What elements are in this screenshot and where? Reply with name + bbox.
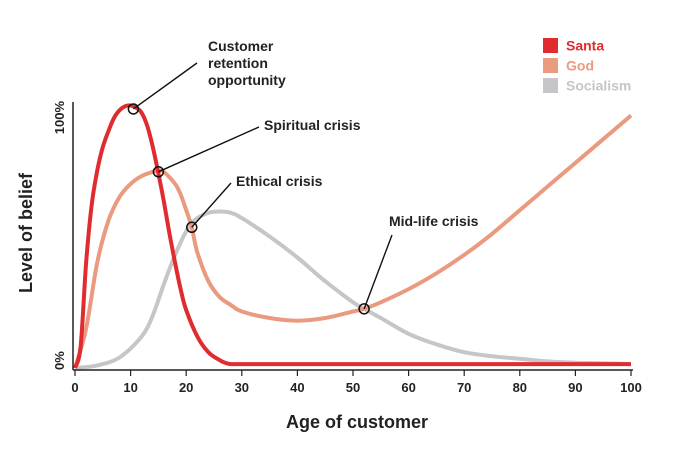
annotation-text-line: Spiritual crisis bbox=[264, 117, 361, 133]
legend-swatch-god bbox=[543, 58, 558, 73]
series-line-socialism bbox=[74, 209, 632, 370]
axis-layer bbox=[72, 102, 633, 371]
annotation-leader-line bbox=[363, 234, 393, 310]
series-line-santa bbox=[73, 103, 631, 369]
y-tick-label: 100% bbox=[52, 101, 67, 135]
x-axis-title: Age of customer bbox=[286, 412, 428, 432]
y-axis-title: Level of belief bbox=[16, 172, 36, 293]
y-tick-label: 0% bbox=[52, 351, 67, 370]
annotation-leader-line bbox=[158, 126, 260, 173]
annotation-spiritual-crisis: Spiritual crisis bbox=[264, 117, 361, 133]
annotation-marker bbox=[186, 221, 198, 234]
annotation-text-line: Mid-life crisis bbox=[389, 213, 479, 229]
annotation-layer: Customer retention opportunity Spiritual cr… bbox=[127, 38, 479, 315]
x-tick-label: 80 bbox=[513, 380, 527, 395]
x-tick-label: 50 bbox=[346, 380, 360, 395]
annotation-mid-life-crisis: Mid-life crisis bbox=[389, 213, 479, 229]
annotation-leader-line bbox=[191, 182, 232, 228]
legend-label-santa: Santa bbox=[566, 38, 604, 54]
series-line-god bbox=[73, 113, 633, 369]
annotation-ethical-crisis: Ethical crisis bbox=[236, 173, 323, 189]
annotation-marker bbox=[358, 303, 370, 315]
legend-label-god: God bbox=[566, 58, 594, 74]
x-tick-label: 100 bbox=[620, 380, 642, 395]
annotation-text-line: Ethical crisis bbox=[236, 173, 323, 189]
x-tick-label: 40 bbox=[290, 380, 304, 395]
annotation-text-line: retention bbox=[208, 55, 268, 71]
x-tick-label: 30 bbox=[235, 380, 249, 395]
annotation-customer: Customer retention opportunity bbox=[208, 38, 286, 88]
annotation-text-line: Customer bbox=[208, 38, 274, 54]
tick-layer: 0 10 20 30 40 50 60 70 80 90 100 0% 100% bbox=[52, 101, 642, 395]
legend-swatch-santa bbox=[543, 38, 558, 53]
annotation-marker bbox=[127, 103, 140, 115]
x-tick-label: 60 bbox=[401, 380, 415, 395]
legend-swatch-socialism bbox=[543, 78, 558, 93]
annotation-marker bbox=[152, 166, 165, 178]
annotation-text-line: opportunity bbox=[208, 72, 286, 88]
legend: Santa God Socialism bbox=[543, 38, 631, 94]
x-tick-label: 20 bbox=[179, 380, 193, 395]
annotation-leader-line bbox=[132, 62, 198, 110]
x-tick-label: 0 bbox=[71, 380, 78, 395]
x-tick-label: 10 bbox=[123, 380, 137, 395]
series-layer bbox=[73, 103, 633, 370]
legend-label-socialism: Socialism bbox=[566, 78, 631, 94]
x-tick-label: 90 bbox=[568, 380, 582, 395]
x-tick-label: 70 bbox=[457, 380, 471, 395]
